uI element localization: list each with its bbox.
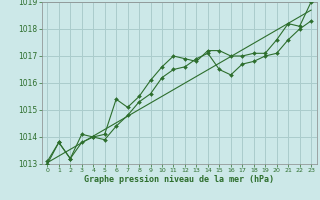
- X-axis label: Graphe pression niveau de la mer (hPa): Graphe pression niveau de la mer (hPa): [84, 175, 274, 184]
